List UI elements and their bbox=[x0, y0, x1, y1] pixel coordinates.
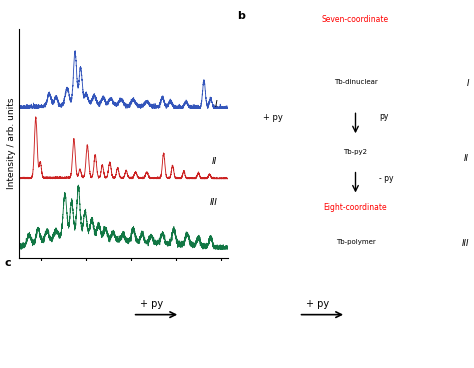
Text: c: c bbox=[5, 258, 11, 268]
Text: I: I bbox=[467, 79, 469, 88]
Y-axis label: Intensity / arb. units: Intensity / arb. units bbox=[7, 98, 16, 189]
Text: II: II bbox=[212, 157, 218, 166]
Text: Tb-dinuclear: Tb-dinuclear bbox=[334, 79, 377, 85]
Text: Tb-polymer: Tb-polymer bbox=[336, 239, 375, 245]
Text: Eight-coordinate: Eight-coordinate bbox=[324, 203, 387, 212]
Text: III: III bbox=[462, 239, 469, 248]
Text: py: py bbox=[379, 112, 389, 121]
Text: + py: + py bbox=[140, 299, 163, 309]
Text: + py: + py bbox=[306, 299, 329, 309]
Text: Tb-py2: Tb-py2 bbox=[344, 149, 367, 155]
Text: I: I bbox=[215, 100, 218, 109]
Text: - py: - py bbox=[379, 174, 394, 183]
Text: b: b bbox=[237, 11, 245, 21]
X-axis label: 2θ / °: 2θ / ° bbox=[111, 276, 136, 285]
Text: II: II bbox=[464, 154, 469, 163]
Text: III: III bbox=[210, 198, 218, 207]
Text: + py: + py bbox=[263, 113, 283, 122]
Text: Seven-coordinate: Seven-coordinate bbox=[322, 15, 389, 24]
